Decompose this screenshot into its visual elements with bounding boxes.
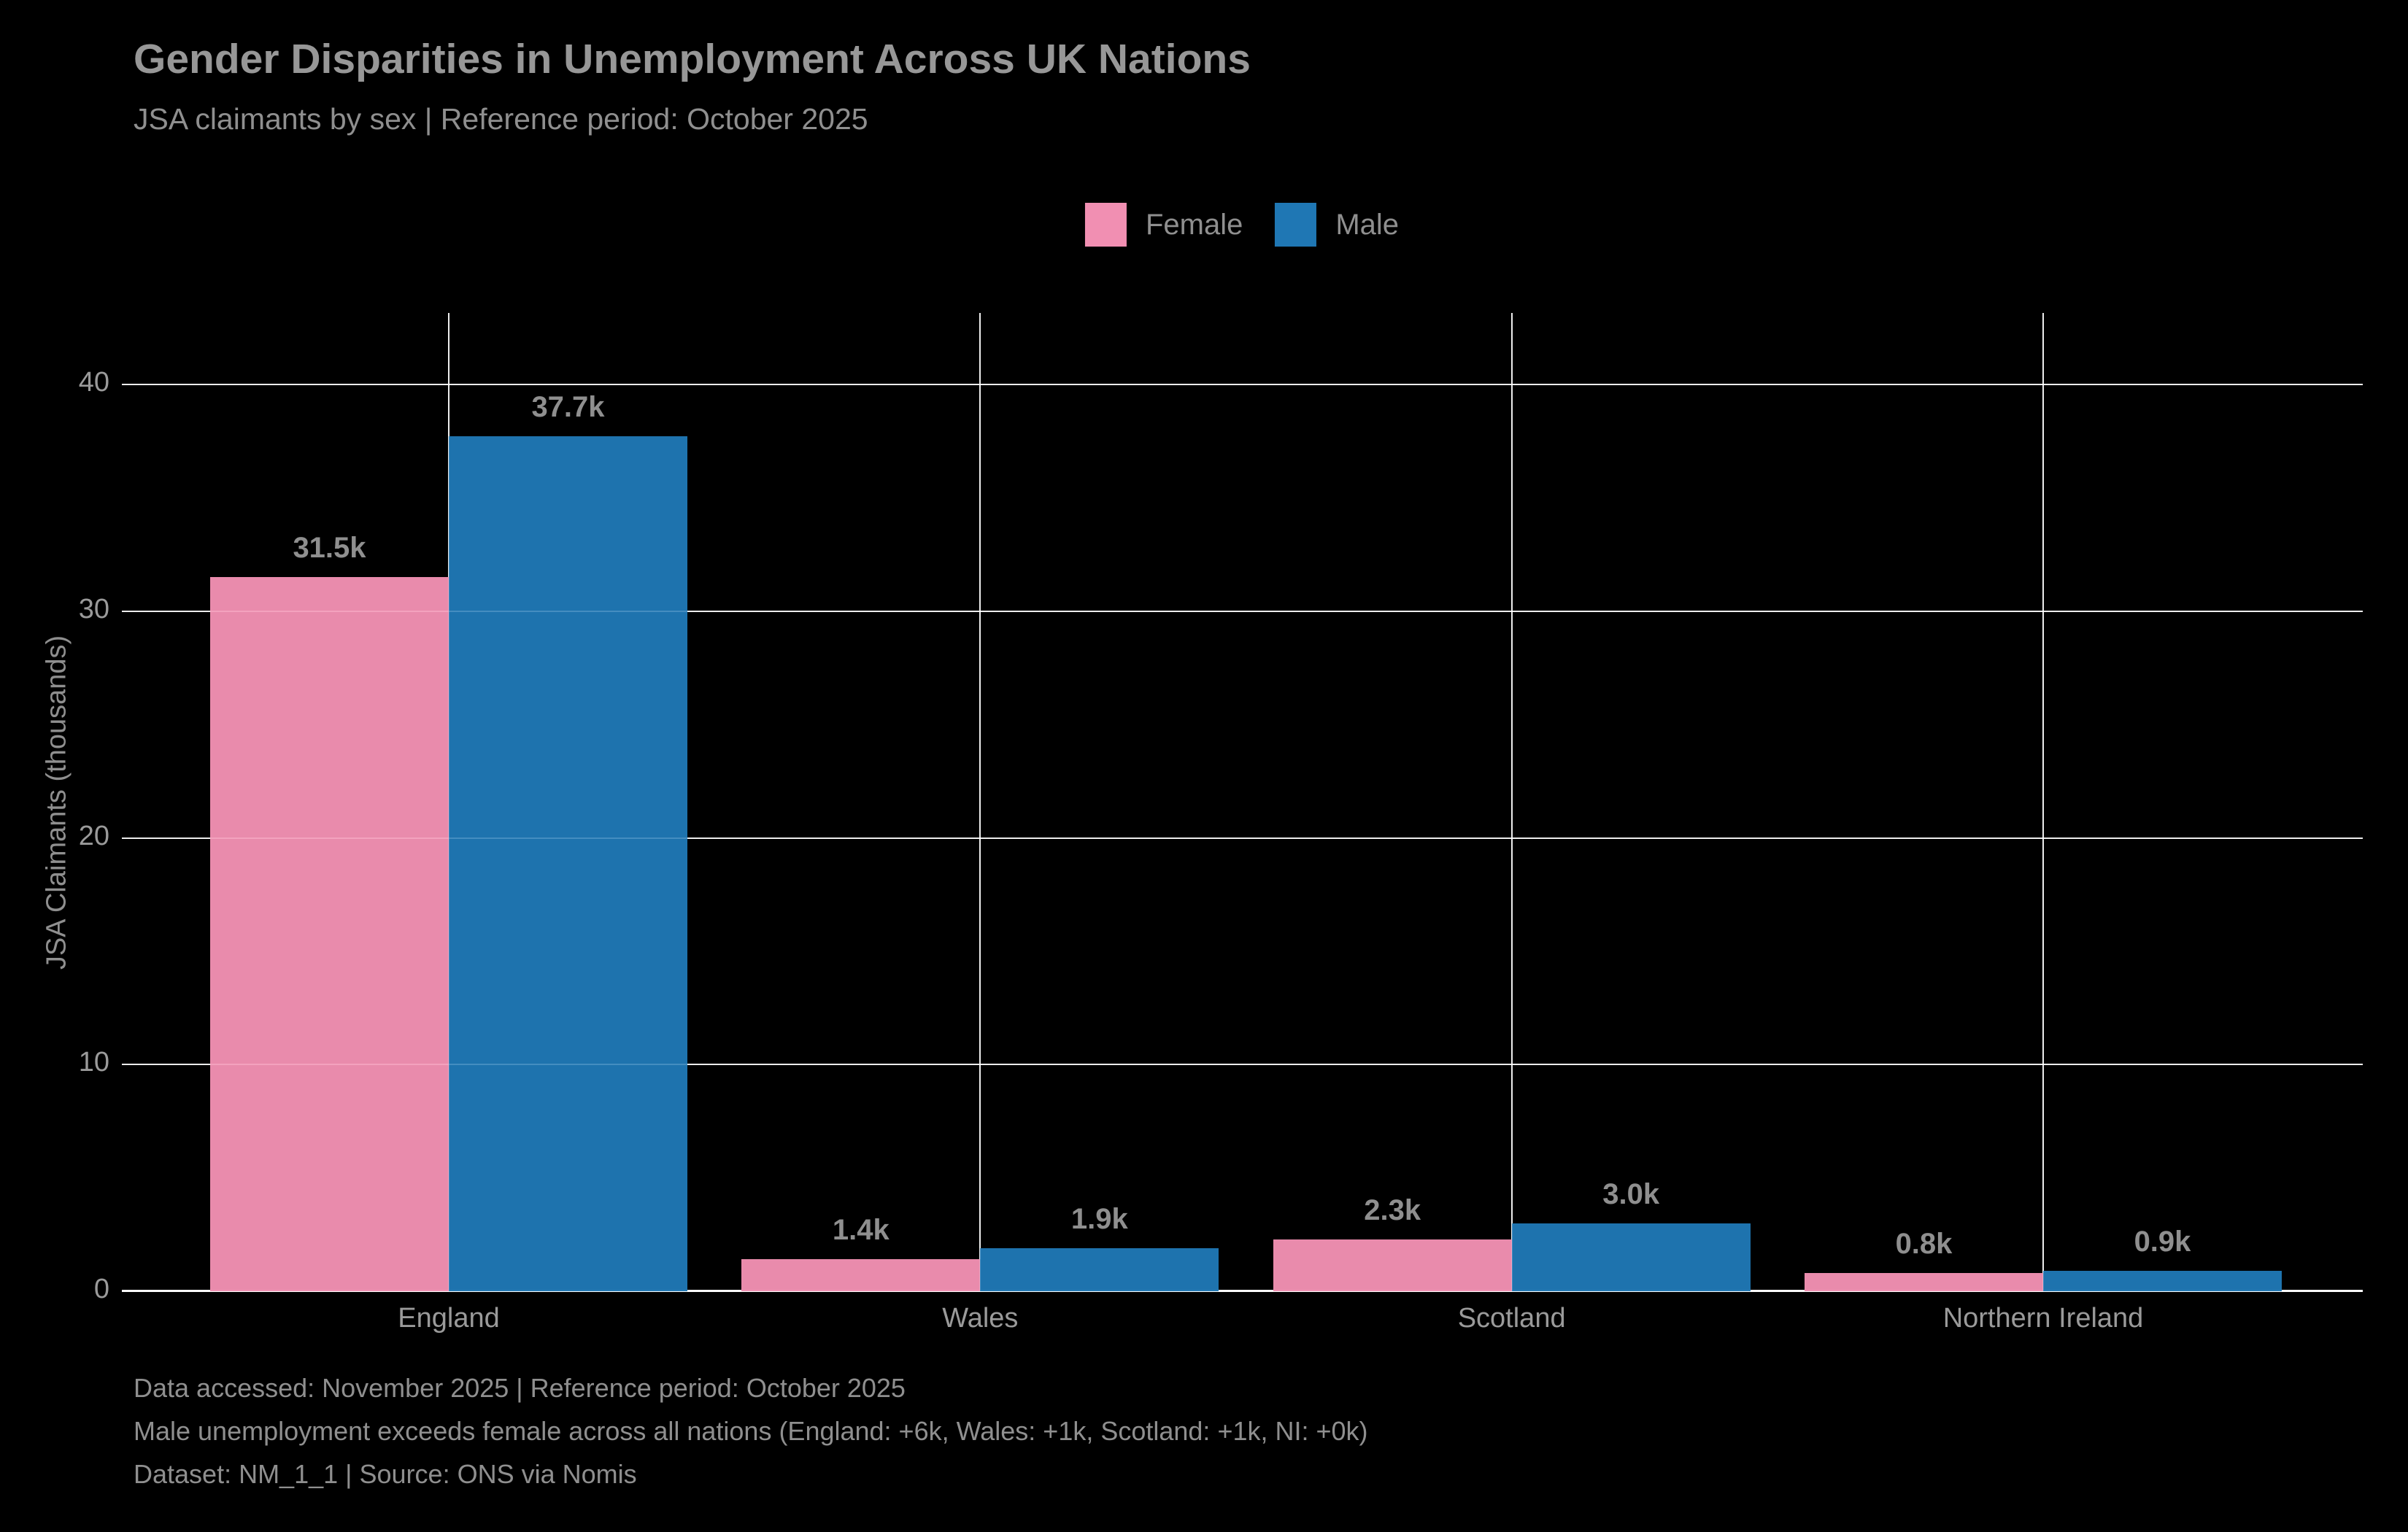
- footer-insight: Male unemployment exceeds female across …: [134, 1416, 1368, 1446]
- gridline-horizontal: [122, 1064, 2363, 1066]
- gridline-horizontal-overlay: [122, 384, 2363, 385]
- bar-male-wales: [980, 1247, 1219, 1291]
- legend-label-female: Female: [1145, 208, 1243, 241]
- bar-female-scotland: [1273, 1239, 1512, 1291]
- footer-accessed: Data accessed: November 2025 | Reference…: [134, 1373, 906, 1403]
- legend-item-male: Male: [1275, 203, 1399, 247]
- value-label-female-northern-ireland: 0.8k: [1895, 1228, 1953, 1261]
- value-label-male-northern-ireland: 0.9k: [2134, 1226, 2191, 1258]
- value-label-male-wales: 1.9k: [1070, 1202, 1128, 1235]
- value-label-female-wales: 1.4k: [832, 1214, 890, 1247]
- value-label-female-scotland: 2.3k: [1364, 1194, 1421, 1226]
- x-tick-label-scotland: Scotland: [1457, 1303, 1566, 1334]
- value-label-male-england: 37.7k: [531, 391, 605, 424]
- gridline-vertical: [2042, 313, 2044, 1291]
- legend: Female Male: [1084, 203, 1399, 247]
- legend-swatch-male: [1275, 203, 1317, 247]
- gridline-horizontal: [122, 610, 2363, 612]
- bar-female-northern-ireland: [1805, 1273, 2043, 1291]
- gridline-vertical-overlay: [1510, 313, 1513, 1291]
- bar-female-england: [210, 577, 449, 1291]
- footer-source: Dataset: NM_1_1 | Source: ONS via Nomis: [134, 1459, 637, 1489]
- y-tick-label: 0: [93, 1274, 109, 1304]
- gridline-horizontal-overlay: [122, 1064, 2363, 1066]
- value-label-female-england: 31.5k: [293, 532, 366, 565]
- y-tick-label: 40: [78, 367, 109, 398]
- x-tick-label-england: England: [398, 1303, 500, 1334]
- x-axis-line: [122, 1290, 2363, 1292]
- gridline-vertical: [1510, 313, 1513, 1291]
- bar-male-northern-ireland: [2043, 1271, 2282, 1291]
- gridline-vertical-overlay: [448, 313, 449, 1291]
- chart-title: Gender Disparities in Unemployment Acros…: [134, 36, 1251, 82]
- gridline-vertical-overlay: [979, 313, 981, 1291]
- legend-item-female: Female: [1084, 203, 1243, 247]
- gridline-horizontal: [122, 837, 2363, 839]
- legend-swatch-female: [1084, 203, 1127, 247]
- value-label-male-scotland: 3.0k: [1602, 1177, 1660, 1210]
- chart-subtitle: JSA claimants by sex | Reference period:…: [134, 102, 868, 136]
- x-tick-label-northern-ireland: Northern Ireland: [1942, 1303, 2144, 1334]
- y-tick-label: 20: [78, 820, 109, 851]
- x-tick-label-wales: Wales: [942, 1303, 1019, 1334]
- gridline-vertical-overlay: [2042, 313, 2044, 1291]
- gridline-horizontal: [122, 384, 2363, 385]
- bar-male-scotland: [1511, 1223, 1751, 1291]
- gridline-vertical: [979, 313, 981, 1291]
- y-tick-label: 30: [78, 593, 109, 624]
- legend-label-male: Male: [1335, 208, 1400, 241]
- bar-male-england: [449, 436, 687, 1291]
- gridline-horizontal-overlay: [122, 837, 2363, 839]
- bar-female-wales: [741, 1259, 981, 1291]
- y-tick-label: 10: [78, 1047, 109, 1078]
- gridline-horizontal-overlay: [122, 610, 2363, 612]
